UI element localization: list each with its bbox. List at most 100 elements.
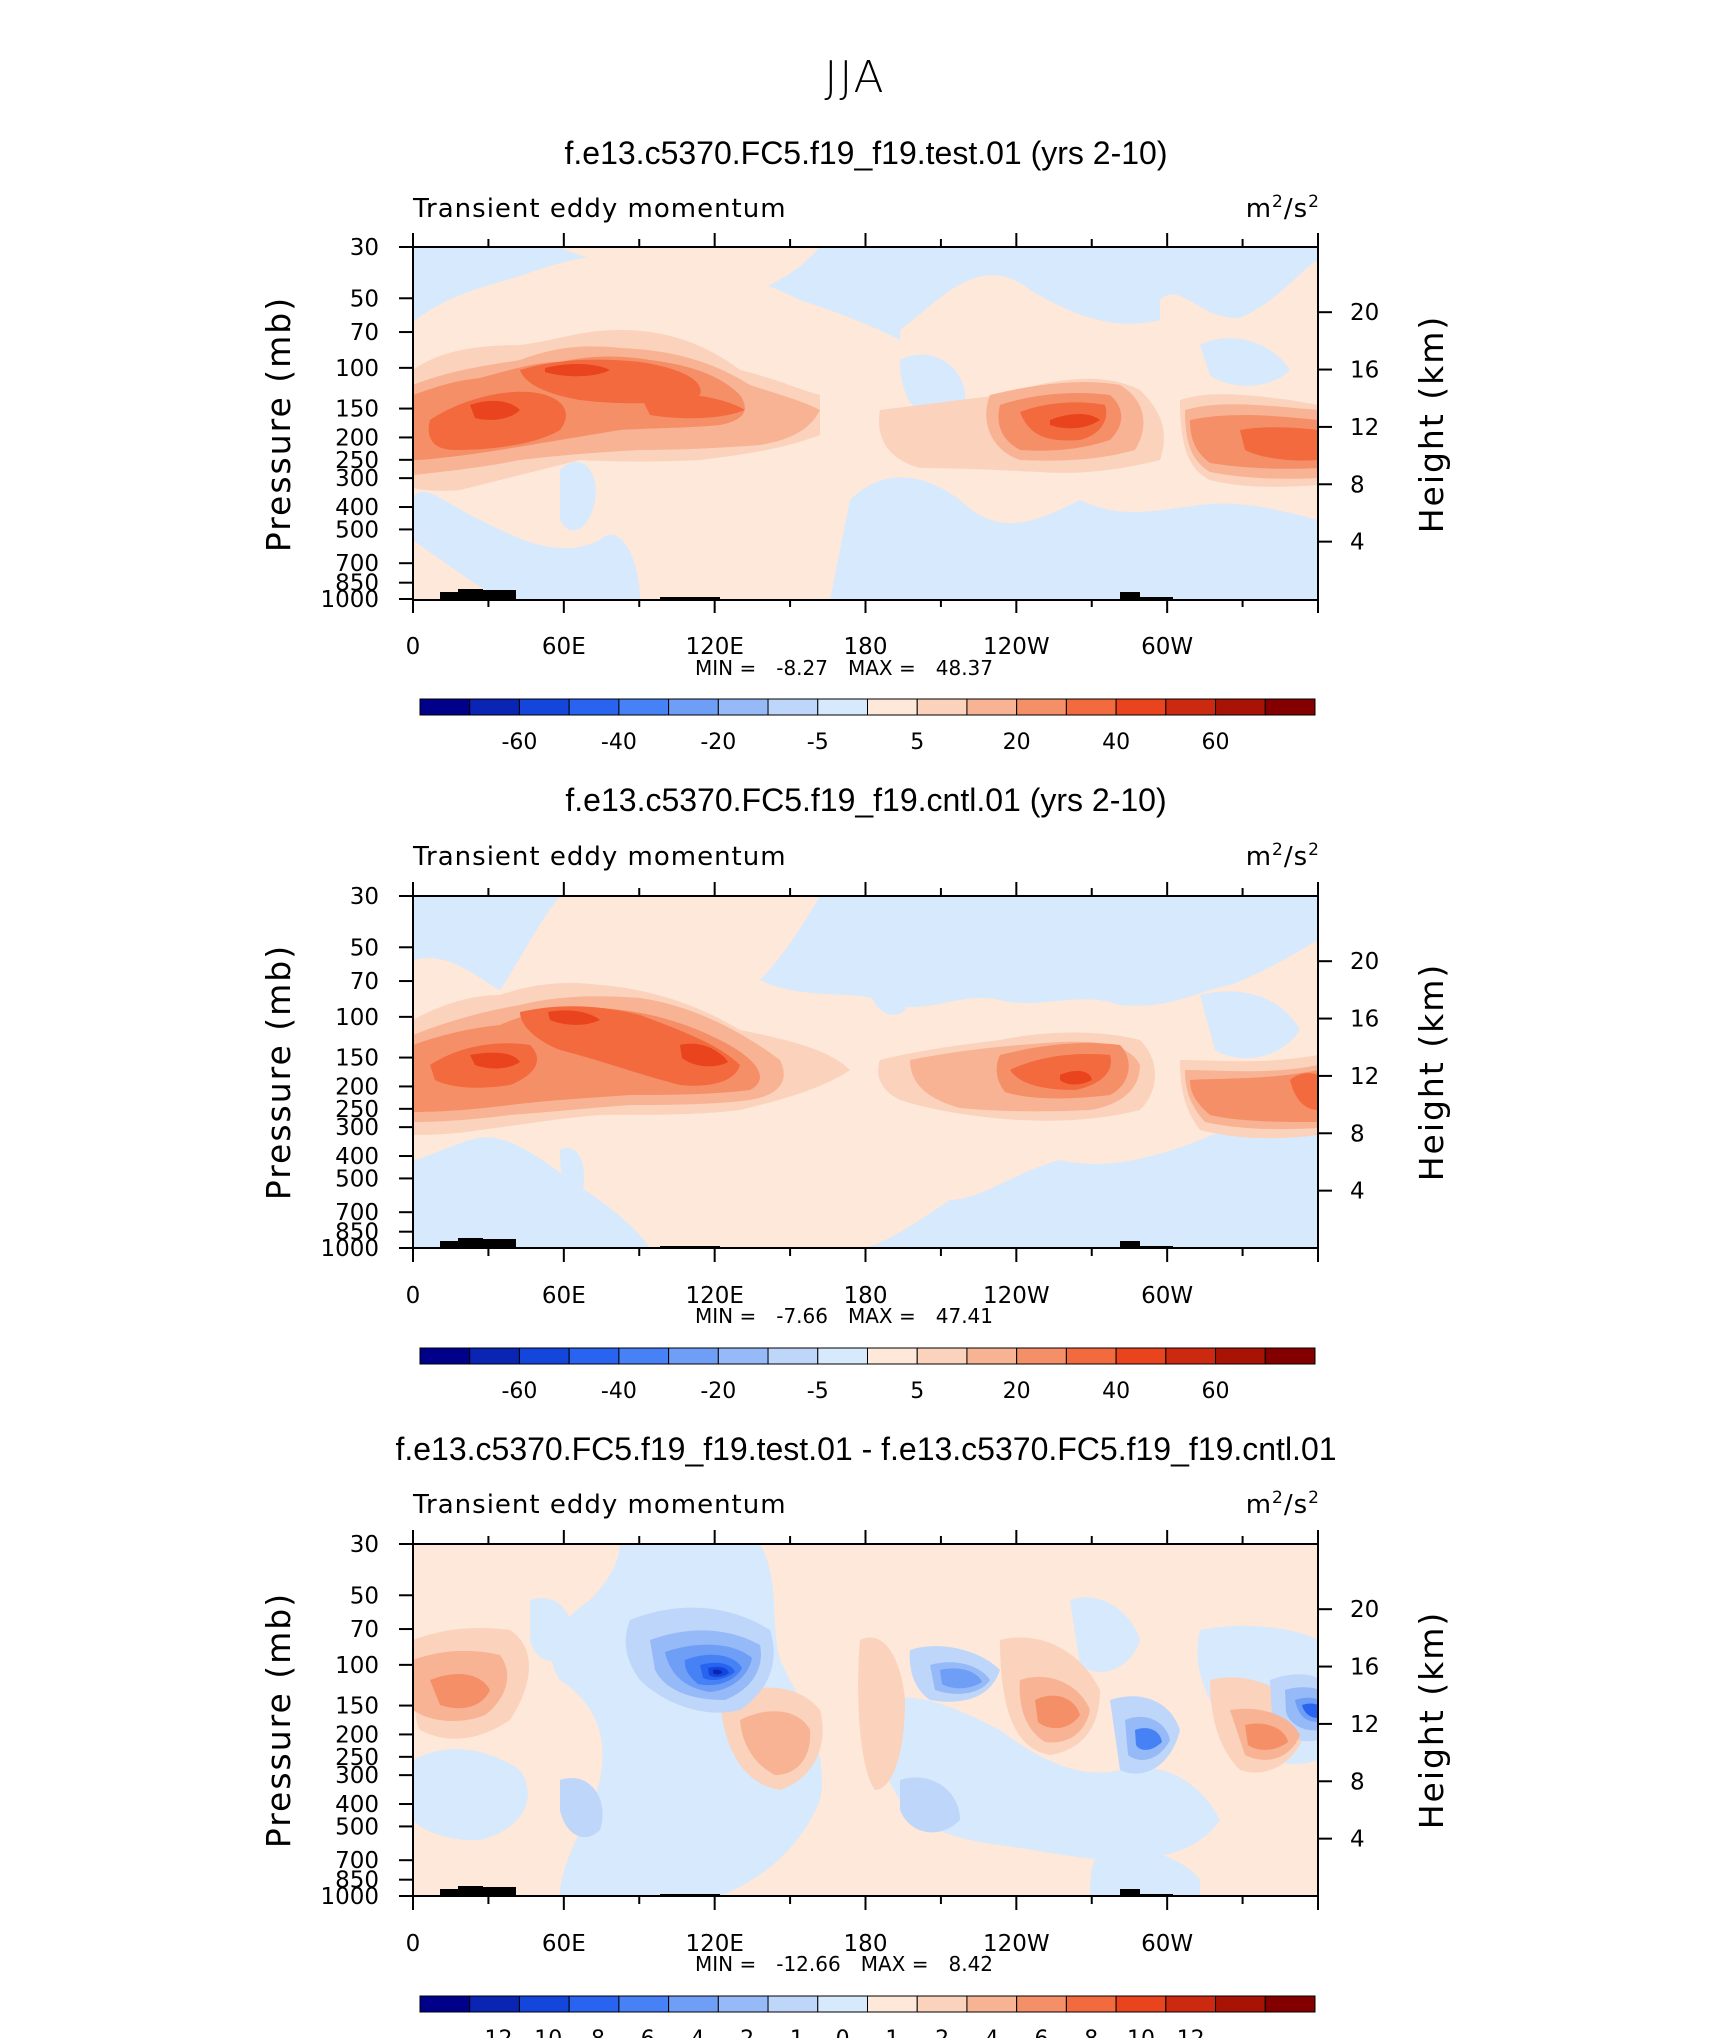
y-tick-label: 250 bbox=[335, 448, 379, 474]
colorbar-label: 2 bbox=[935, 2027, 949, 2038]
y-tick-label: 500 bbox=[335, 1814, 379, 1840]
x-tick-label: 180 bbox=[844, 1931, 888, 1957]
contour-band-negative-12 bbox=[713, 1669, 722, 1675]
x-tick-label: 120E bbox=[685, 1283, 743, 1309]
x-tick-label: 60E bbox=[542, 634, 586, 660]
contour-band-positive-1 bbox=[858, 1637, 905, 1790]
y-axis-title-right: Height (km) bbox=[1412, 1611, 1451, 1830]
topography bbox=[458, 589, 483, 600]
y-tick-label: 50 bbox=[350, 935, 379, 961]
contour-field bbox=[413, 896, 1318, 1248]
y-tick-label: 30 bbox=[350, 884, 379, 910]
contour-band-positive-40 bbox=[640, 393, 745, 419]
colorbar-swatch bbox=[717, 698, 769, 716]
topography bbox=[483, 590, 516, 600]
y-tick-label: 500 bbox=[335, 517, 379, 543]
x-tick-label: 180 bbox=[844, 634, 888, 660]
colorbar: -12-10-8-6-4-2-10124681012 bbox=[419, 1995, 1316, 2038]
colorbar-label: -40 bbox=[601, 1379, 637, 1404]
y-tick-right-label: 20 bbox=[1350, 949, 1379, 975]
colorbar-swatch bbox=[1165, 1347, 1217, 1365]
colorbar-swatch bbox=[1264, 1995, 1316, 2013]
y-tick-label: 100 bbox=[335, 356, 379, 382]
colorbar-swatch bbox=[419, 1995, 471, 2013]
colorbar-swatch bbox=[419, 698, 471, 716]
colorbar-label: -5 bbox=[807, 1379, 829, 1404]
colorbar-label: -2 bbox=[732, 2027, 754, 2038]
y-tick-right-label: 4 bbox=[1350, 530, 1365, 556]
colorbar-label: 8 bbox=[1084, 2027, 1098, 2038]
topography bbox=[458, 1238, 483, 1248]
colorbar-label: 1 bbox=[885, 2027, 899, 2038]
colorbar-swatch bbox=[767, 1347, 819, 1365]
colorbar-swatch bbox=[916, 1995, 968, 2013]
colorbar-swatch bbox=[767, 1995, 819, 2013]
colorbar-swatch bbox=[966, 1347, 1018, 1365]
colorbar-swatch bbox=[817, 1347, 868, 1365]
colorbar-swatch bbox=[618, 698, 670, 716]
colorbar-label: -60 bbox=[501, 730, 537, 755]
colorbar-label: 40 bbox=[1102, 730, 1130, 755]
contour-band-negative-weak bbox=[870, 986, 906, 1015]
y-tick-label: 250 bbox=[335, 1745, 379, 1771]
colorbar-swatch bbox=[1215, 1995, 1266, 2013]
colorbar-swatch bbox=[1215, 698, 1266, 716]
y-tick-right-label: 16 bbox=[1350, 1655, 1379, 1681]
colorbar-label: -5 bbox=[807, 730, 829, 755]
colorbar-label: -60 bbox=[501, 1379, 537, 1404]
colorbar-label: 5 bbox=[910, 730, 924, 755]
contour-band-positive-50 bbox=[548, 1010, 600, 1025]
contour-band-negative-8 bbox=[1302, 1703, 1318, 1718]
colorbar-swatch bbox=[1115, 698, 1167, 716]
colorbar-swatch bbox=[1016, 698, 1067, 716]
y-tick-label: 100 bbox=[335, 1653, 379, 1679]
topography bbox=[483, 1887, 516, 1896]
y-tick-label: 300 bbox=[335, 1115, 379, 1141]
y-axis-title-left: Pressure (mb) bbox=[259, 944, 298, 1200]
colorbar-swatch bbox=[867, 698, 918, 716]
y-tick-right-label: 16 bbox=[1350, 358, 1379, 384]
contour-band-negative-weak bbox=[413, 1749, 528, 1841]
colorbar-swatch bbox=[1065, 1347, 1117, 1365]
colorbar-swatch bbox=[1165, 1995, 1217, 2013]
colorbar-label: -20 bbox=[700, 730, 736, 755]
topography bbox=[1120, 1889, 1140, 1896]
colorbar-label: -12 bbox=[477, 2027, 513, 2038]
y-tick-label: 30 bbox=[350, 235, 379, 261]
contour-band-positive-weak bbox=[413, 896, 1318, 1248]
y-tick-right-label: 4 bbox=[1350, 1827, 1365, 1853]
colorbar-label: 12 bbox=[1177, 2027, 1205, 2038]
colorbar-swatch bbox=[1016, 1347, 1067, 1365]
y-tick-label: 1000 bbox=[320, 1884, 379, 1910]
y-tick-label: 150 bbox=[335, 397, 379, 423]
contour-band-positive-weak bbox=[560, 247, 820, 290]
topography bbox=[1120, 1241, 1140, 1248]
contour-band-positive-40 bbox=[1290, 1073, 1318, 1110]
y-tick-label: 70 bbox=[350, 320, 379, 346]
colorbar-label: -10 bbox=[526, 2027, 562, 2038]
colorbar-swatch bbox=[817, 1995, 868, 2013]
colorbar-label: -4 bbox=[683, 2027, 705, 2038]
panel-test: f.e13.c5370.FC5.f19_f19.test.01 (yrs 2-1… bbox=[259, 135, 1451, 755]
y-tick-label: 150 bbox=[335, 1046, 379, 1072]
y-tick-right-label: 12 bbox=[1350, 1064, 1379, 1090]
variable-label: Transient eddy momentum bbox=[412, 194, 787, 224]
colorbar-swatch bbox=[1065, 698, 1117, 716]
colorbar-swatch bbox=[916, 698, 968, 716]
panel-title: f.e13.c5370.FC5.f19_f19.test.01 (yrs 2-1… bbox=[565, 135, 1168, 171]
contour-band-negative-weak bbox=[560, 461, 596, 531]
colorbar-swatch bbox=[668, 1995, 719, 2013]
colorbar-swatch bbox=[867, 1347, 918, 1365]
y-tick-label: 700 bbox=[335, 1200, 379, 1226]
colorbar-swatch bbox=[867, 1995, 918, 2013]
contour-band-positive-4 bbox=[1035, 1695, 1080, 1729]
y-tick-label: 300 bbox=[335, 466, 379, 492]
contour-band-positive-50 bbox=[470, 1052, 520, 1069]
colorbar-label: 60 bbox=[1202, 730, 1230, 755]
colorbar-swatch bbox=[568, 1347, 620, 1365]
y-tick-label: 100 bbox=[335, 1005, 379, 1031]
contour-band-positive-50 bbox=[1050, 414, 1100, 429]
x-tick-label: 60E bbox=[542, 1931, 586, 1957]
y-tick-label: 400 bbox=[335, 1144, 379, 1170]
